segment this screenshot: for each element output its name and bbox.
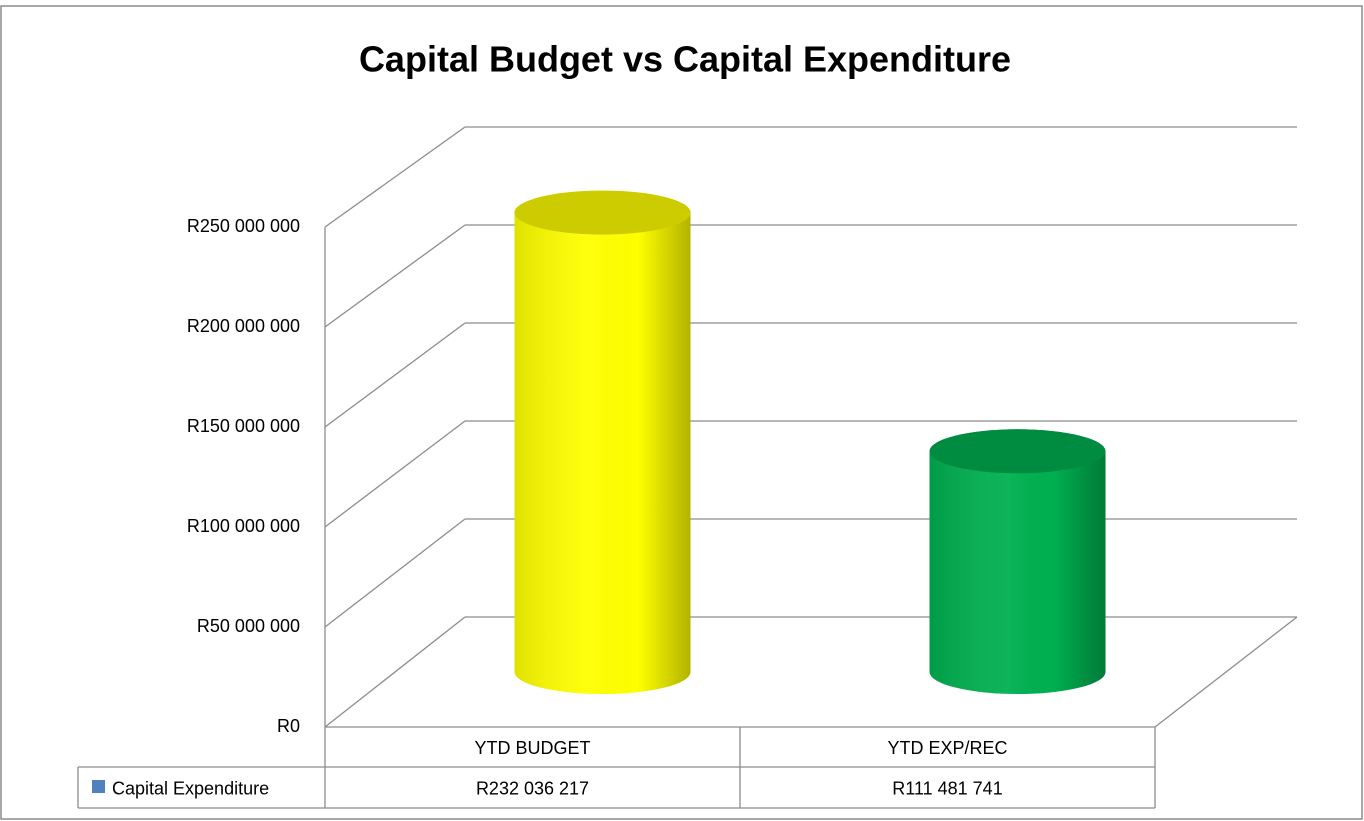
side-grid-line — [324, 616, 466, 728]
bar-top-shade — [514, 190, 691, 235]
y-tick-label: R0 — [277, 716, 300, 736]
floor-right — [1154, 616, 1298, 728]
y-tick-label: R100 000 000 — [187, 516, 300, 536]
data-label: R232 036 217 — [476, 778, 589, 798]
side-grid-line — [324, 224, 466, 328]
x-tick-label: YTD BUDGET — [474, 738, 590, 758]
legend-key — [92, 780, 105, 793]
data-label: R111 481 741 — [892, 778, 1002, 798]
bar-top-shade — [929, 429, 1106, 474]
y-tick-label: R250 000 000 — [187, 216, 300, 236]
side-grid-line — [324, 420, 466, 528]
side-grid-line — [324, 518, 466, 628]
y-tick-label: R50 000 000 — [197, 616, 300, 636]
bar-top — [514, 190, 691, 235]
bar-shading — [514, 190, 691, 694]
bar-shading — [929, 429, 1106, 694]
y-tick-label: R200 000 000 — [187, 316, 300, 336]
x-tick-label: YTD EXP/REC — [887, 738, 1007, 758]
side-grid-line — [324, 322, 466, 428]
side-grid-line — [324, 126, 466, 228]
bar-top — [929, 429, 1106, 474]
chart-title: Capital Budget vs Capital Expenditure — [359, 39, 1011, 80]
legend-label: Capital Expenditure — [112, 778, 269, 798]
y-tick-label: R150 000 000 — [187, 416, 300, 436]
